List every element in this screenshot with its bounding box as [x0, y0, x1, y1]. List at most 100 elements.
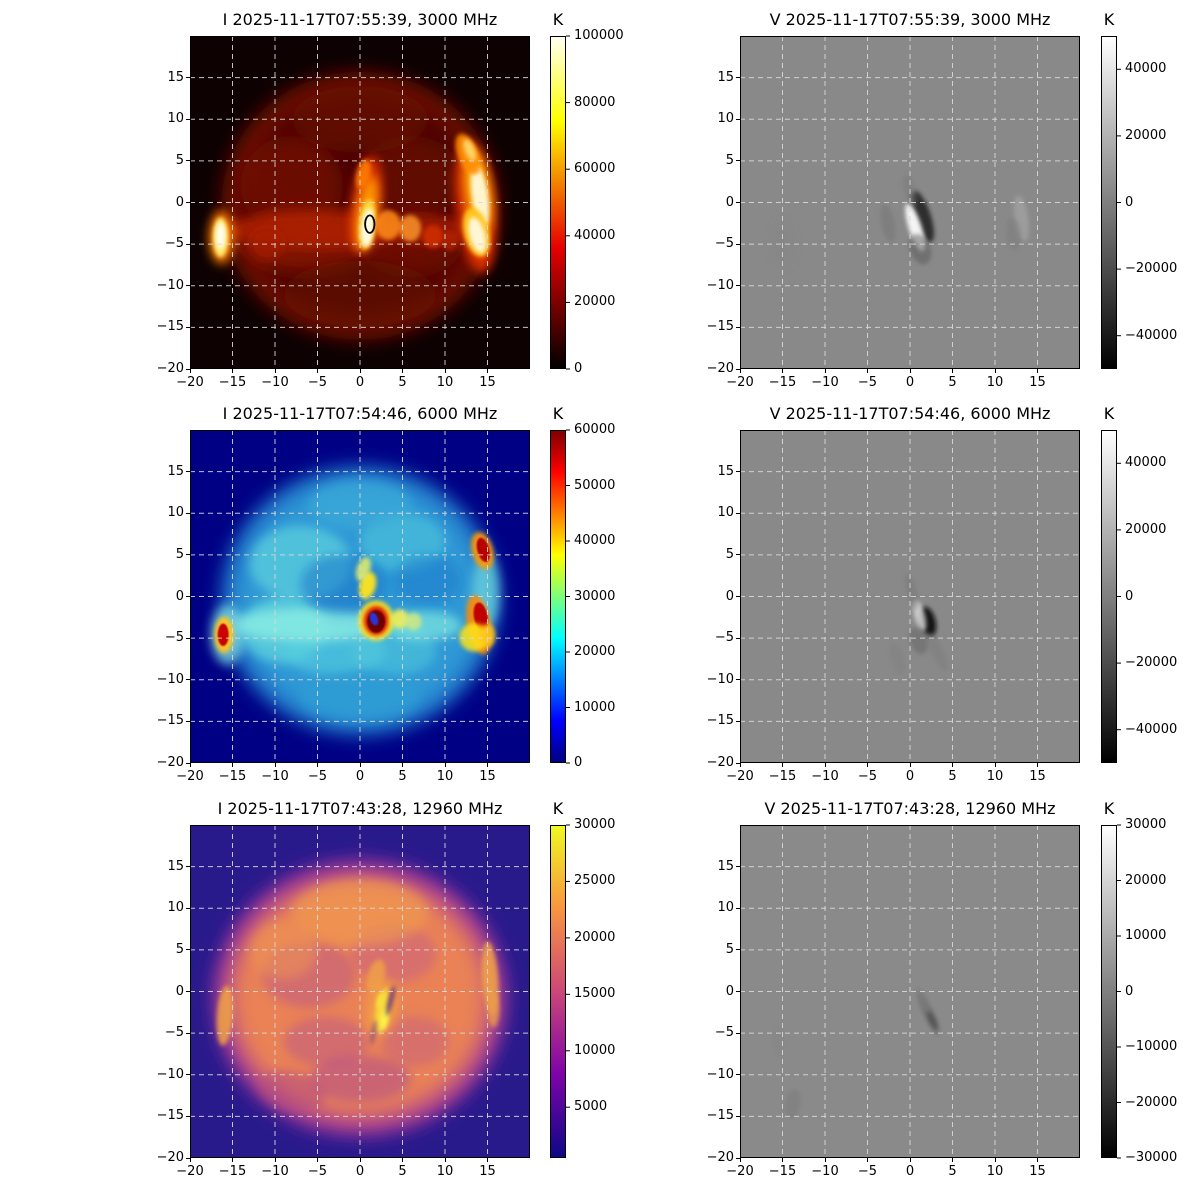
colorbar-tick-label: 40000: [574, 227, 616, 243]
colorbar-tick-label: −40000: [1125, 327, 1178, 343]
x-tick-label: 0: [355, 1164, 365, 1179]
y-tick-label: −5: [164, 630, 184, 646]
axes-border: [740, 36, 1080, 369]
x-tick-mark: [782, 763, 783, 767]
y-tick-mark: [736, 1074, 740, 1076]
colorbar: [1101, 430, 1121, 763]
x-tick-label: −20: [176, 1164, 204, 1179]
colorbar-tick-label: −20000: [1125, 1094, 1178, 1110]
y-tick-label: 0: [725, 983, 734, 999]
y-tick-label: −5: [714, 1025, 734, 1041]
y-tick-label: −20: [706, 1150, 734, 1165]
y-tick-label: −20: [156, 755, 184, 770]
y-tick-label: 15: [717, 69, 734, 85]
x-tick-label: −20: [726, 769, 754, 784]
y-tick-label: −10: [706, 1066, 734, 1082]
y-tick-mark: [186, 471, 190, 473]
x-tick-mark: [274, 763, 276, 767]
x-tick-label: 10: [986, 769, 1004, 784]
colorbar-tick-label: 15000: [574, 986, 616, 1002]
y-tick-mark: [736, 326, 740, 328]
y-tick-label: −15: [156, 713, 184, 729]
x-tick-mark: [402, 1158, 403, 1162]
x-tick-label: −5: [857, 769, 878, 784]
panel-title: V 2025-11-17T07:43:28, 12960 MHz: [764, 799, 1056, 818]
colorbar-gradient: [1101, 36, 1117, 369]
x-tick-label: −20: [176, 375, 204, 390]
x-tick-label: 15: [479, 375, 496, 390]
x-tick-label: 15: [479, 769, 496, 784]
y-tick-label: −20: [156, 1150, 184, 1165]
y-tick-label: 10: [167, 505, 184, 521]
colorbar-tick-label: 25000: [574, 873, 616, 889]
y-tick-mark: [186, 118, 190, 120]
x-tick-mark: [1037, 369, 1038, 373]
y-tick-mark: [736, 762, 740, 764]
x-tick-mark: [444, 369, 446, 373]
x-tick-label: −15: [768, 375, 797, 390]
colorbar-tick-label: 50000: [574, 477, 616, 493]
colorbar-tick-label: 20000: [1125, 872, 1167, 888]
x-tick-label: −5: [857, 1164, 878, 1179]
x-tick-mark: [317, 1158, 318, 1162]
colorbar-title: K: [552, 10, 564, 29]
heatmap-i-3000mhz: [190, 36, 530, 369]
colorbar-gradient: [550, 825, 566, 1158]
colorbar-tick-label: −20000: [1125, 261, 1178, 277]
colorbar-gradient: [1101, 825, 1117, 1158]
y-tick-mark: [736, 1115, 740, 1117]
y-tick-label: −15: [706, 713, 734, 729]
colorbar-tick-label: 100000: [574, 28, 624, 43]
y-tick-label: 15: [167, 858, 184, 874]
x-tick-label: 15: [479, 1164, 496, 1179]
x-tick-label: 5: [398, 769, 407, 784]
colorbar: [550, 824, 570, 1158]
y-tick-mark: [186, 949, 190, 951]
colorbar-title: K: [1103, 10, 1115, 29]
x-tick-mark: [994, 369, 996, 373]
y-tick-label: −20: [706, 361, 734, 376]
y-tick-label: 0: [175, 983, 184, 999]
y-tick-mark: [186, 202, 190, 203]
x-tick-label: 15: [1029, 769, 1046, 784]
y-tick-label: 10: [717, 900, 734, 916]
y-tick-mark: [186, 160, 190, 162]
y-tick-mark: [186, 77, 190, 79]
heatmap-v-3000mhz: [740, 36, 1080, 369]
colorbar: [550, 35, 570, 370]
y-tick-mark: [186, 907, 190, 909]
axes-border: [740, 430, 1080, 763]
y-tick-mark: [736, 471, 740, 473]
x-tick-mark: [402, 369, 403, 373]
y-tick-label: −5: [714, 630, 734, 646]
heatmap-blobs: [889, 572, 948, 676]
y-tick-label: −20: [706, 755, 734, 770]
colorbar-tick-label: −10000: [1125, 1039, 1178, 1054]
colorbar-tick-label: 20000: [574, 644, 616, 659]
x-tick-label: −5: [857, 375, 878, 390]
y-tick-mark: [186, 1032, 190, 1034]
axes-border: [190, 825, 530, 1158]
colorbar-tick-label: −30000: [1125, 1150, 1178, 1165]
colorbar-tick-label: 30000: [574, 588, 616, 604]
x-tick-label: −15: [768, 1164, 797, 1179]
y-tick-label: −10: [156, 1066, 184, 1082]
x-tick-mark: [1037, 763, 1038, 767]
y-tick-mark: [736, 637, 740, 639]
x-tick-label: 15: [1029, 375, 1046, 390]
panel-title: V 2025-11-17T07:55:39, 3000 MHz: [769, 10, 1051, 29]
x-tick-mark: [909, 369, 911, 373]
x-tick-mark: [359, 369, 361, 373]
y-tick-mark: [736, 243, 740, 245]
colorbar-tick-label: 10000: [574, 699, 616, 715]
y-tick-mark: [186, 243, 190, 245]
x-tick-mark: [824, 763, 826, 767]
colorbar-tick-label: 0: [574, 755, 583, 770]
x-tick-label: 10: [436, 375, 454, 390]
x-tick-mark: [909, 763, 911, 767]
x-tick-label: 5: [948, 1164, 957, 1179]
contour-line: [364, 214, 376, 234]
y-tick-mark: [186, 1074, 190, 1076]
x-tick-mark: [867, 369, 868, 373]
x-tick-label: −15: [218, 769, 247, 784]
